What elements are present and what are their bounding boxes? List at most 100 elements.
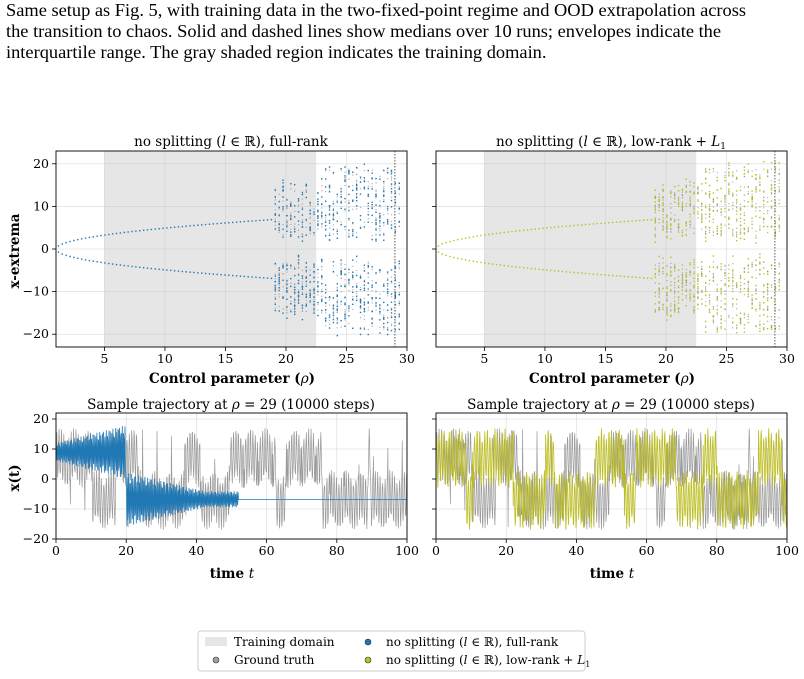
ground-truth-point bbox=[743, 294, 745, 296]
model-point bbox=[677, 302, 680, 304]
model-point bbox=[57, 245, 60, 247]
ground-truth-point bbox=[332, 306, 335, 308]
model-point bbox=[778, 325, 780, 328]
model-point bbox=[747, 271, 749, 274]
ground-truth-point bbox=[359, 286, 362, 289]
model-point bbox=[313, 231, 315, 234]
ground-truth-point bbox=[313, 307, 315, 309]
model-point bbox=[344, 208, 346, 210]
model-point bbox=[390, 183, 393, 185]
model-point bbox=[623, 275, 626, 278]
model-point bbox=[386, 329, 389, 331]
model-point bbox=[685, 272, 687, 274]
model-point bbox=[766, 209, 769, 212]
model-point bbox=[681, 283, 684, 285]
ground-truth-point bbox=[681, 279, 684, 281]
model-point bbox=[321, 203, 323, 205]
model-point bbox=[243, 275, 246, 278]
model-point bbox=[732, 194, 734, 196]
ground-truth-point bbox=[294, 311, 296, 313]
model-point bbox=[701, 209, 703, 211]
model-point bbox=[770, 189, 773, 191]
model-point bbox=[274, 275, 277, 277]
ground-truth-point bbox=[716, 305, 718, 307]
model-point bbox=[759, 308, 761, 310]
ground-truth-point bbox=[367, 261, 369, 263]
ground-truth-point bbox=[363, 315, 365, 317]
model-point bbox=[751, 303, 753, 306]
ground-truth-point bbox=[383, 224, 385, 227]
model-point bbox=[383, 200, 385, 203]
model-point bbox=[282, 179, 284, 181]
ground-truth-point bbox=[720, 328, 722, 330]
model-point bbox=[359, 227, 362, 229]
model-point bbox=[697, 191, 699, 193]
ground-truth-trajectory bbox=[56, 428, 407, 530]
model-point bbox=[534, 228, 536, 230]
model-point bbox=[724, 272, 726, 274]
model-point bbox=[445, 254, 447, 257]
model-point bbox=[755, 187, 757, 189]
x-tick-label: 10 bbox=[537, 351, 553, 366]
ground-truth-point bbox=[732, 231, 734, 233]
model-point bbox=[654, 201, 657, 203]
model-point bbox=[348, 229, 350, 231]
model-point bbox=[336, 294, 338, 296]
ground-truth-point bbox=[693, 227, 695, 229]
model-point bbox=[278, 269, 280, 271]
model-point bbox=[131, 265, 133, 268]
ground-truth-point bbox=[359, 317, 362, 319]
ground-truth-point bbox=[670, 202, 672, 205]
ground-truth-point bbox=[770, 218, 773, 220]
ground-truth-point bbox=[670, 219, 672, 221]
model-point bbox=[348, 305, 350, 307]
model-point bbox=[546, 269, 548, 271]
model-point bbox=[301, 275, 304, 277]
model-point bbox=[654, 217, 657, 219]
ground-truth-point bbox=[348, 322, 350, 324]
model-point bbox=[386, 219, 389, 221]
ground-truth-point bbox=[662, 262, 664, 264]
ground-truth-point bbox=[720, 212, 722, 214]
model-point bbox=[708, 215, 711, 218]
ground-truth-point bbox=[724, 197, 726, 199]
ground-truth-point bbox=[770, 267, 773, 270]
ground-truth-point bbox=[344, 283, 346, 285]
ground-truth-point bbox=[301, 310, 304, 312]
model-point bbox=[367, 202, 369, 205]
model-point bbox=[673, 270, 676, 272]
model-point bbox=[286, 289, 288, 292]
model-point bbox=[189, 225, 191, 227]
model-point bbox=[453, 239, 455, 242]
ground-truth-point bbox=[286, 279, 288, 281]
model-point bbox=[398, 294, 400, 296]
ground-truth-point bbox=[751, 193, 753, 195]
model-point bbox=[344, 273, 346, 276]
model-point bbox=[480, 261, 482, 264]
model-point bbox=[305, 305, 307, 307]
ground-truth-point bbox=[770, 185, 773, 187]
ground-truth-point bbox=[309, 232, 311, 235]
model-point bbox=[735, 176, 738, 179]
ground-truth-point bbox=[274, 290, 276, 292]
x-tick-label: 30 bbox=[779, 351, 795, 366]
model-point bbox=[367, 187, 369, 190]
y-tick-label: 20 bbox=[33, 411, 49, 426]
model-point bbox=[670, 274, 672, 276]
model-point bbox=[355, 255, 358, 258]
model-point bbox=[324, 178, 327, 180]
model-point bbox=[359, 276, 362, 278]
ground-truth-point bbox=[383, 188, 385, 190]
model-point bbox=[747, 201, 749, 203]
model-point bbox=[88, 259, 91, 262]
ground-truth-point bbox=[681, 229, 684, 232]
model-point bbox=[305, 293, 307, 295]
model-point bbox=[720, 233, 722, 236]
model-point bbox=[386, 333, 389, 336]
ground-truth-point bbox=[340, 264, 342, 266]
model-point bbox=[654, 291, 657, 294]
ground-truth-point bbox=[286, 312, 288, 314]
model-point bbox=[317, 192, 319, 194]
model-point bbox=[321, 300, 323, 302]
